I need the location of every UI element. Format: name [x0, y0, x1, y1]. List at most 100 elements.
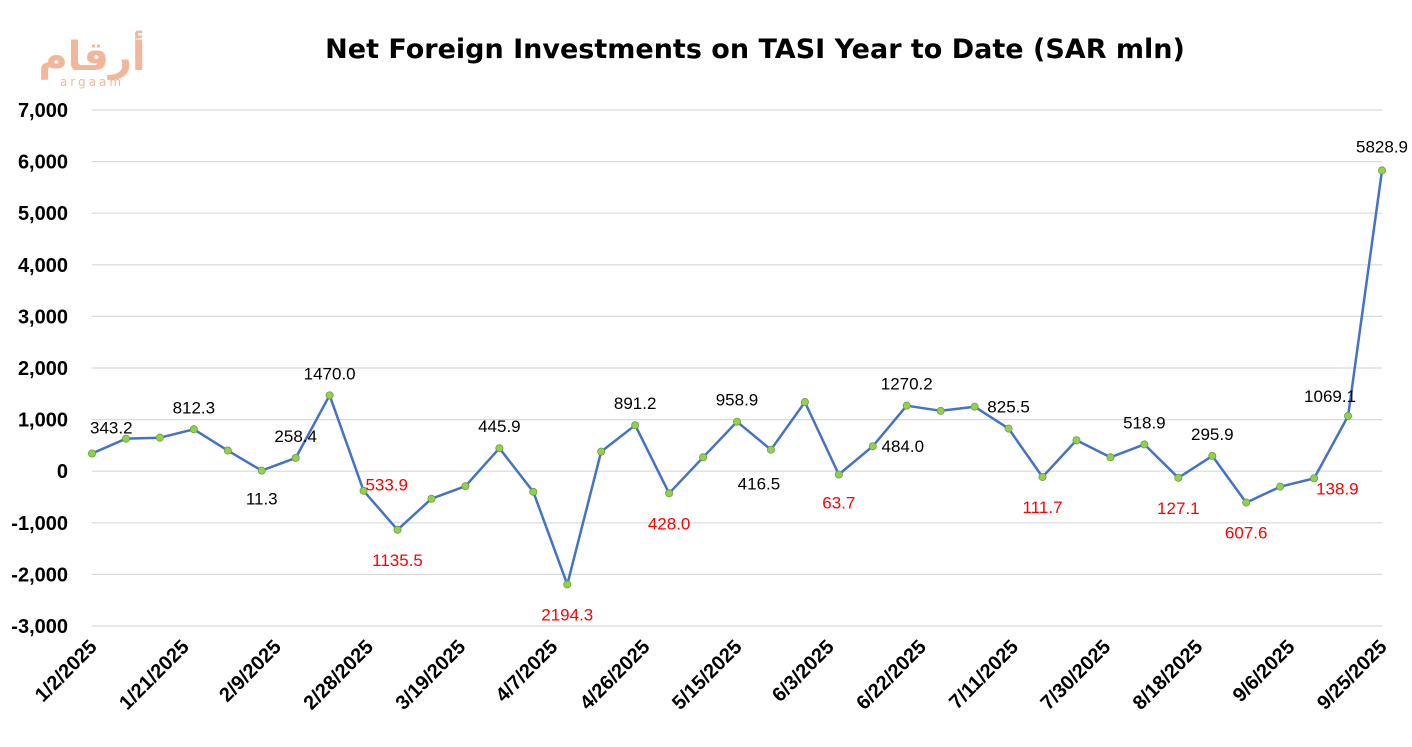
x-tick-label: 6/22/2025 [852, 636, 930, 714]
y-tick-label: -2,000 [11, 564, 68, 586]
data-point [665, 489, 674, 498]
data-label: 343.2 [90, 418, 133, 437]
x-tick-label: 5/15/2025 [668, 636, 746, 714]
data-label: 445.9 [478, 417, 521, 436]
y-tick-label: 7,000 [18, 100, 68, 122]
data-point [1004, 424, 1013, 433]
chart-title: Net Foreign Investments on TASI Year to … [325, 34, 1185, 65]
data-label: 533.9 [365, 476, 408, 495]
data-point [902, 401, 911, 410]
argaam-logo: أرقام argaam [38, 30, 145, 89]
data-point [563, 580, 572, 589]
data-label: 958.9 [716, 391, 759, 410]
data-point [766, 445, 775, 454]
data-label: 1470.0 [304, 364, 356, 383]
data-label: 416.5 [738, 475, 781, 494]
x-tick-label: 9/25/2025 [1313, 636, 1391, 714]
data-label: 1135.5 [372, 551, 423, 570]
data-label: 812.3 [173, 398, 216, 417]
data-label: 295.9 [1191, 425, 1234, 444]
data-label: 1069.1 [1304, 387, 1356, 406]
data-point [359, 486, 368, 495]
data-labels: 343.2 812.3 11.3 258.4 1470.0 1135.5 533.9 445.… [90, 137, 1408, 624]
data-point [597, 447, 606, 456]
data-point [155, 433, 164, 442]
data-point [1242, 498, 1251, 507]
x-tick-label: 2/9/2025 [215, 636, 286, 707]
data-point [1106, 453, 1115, 462]
data-point [529, 487, 538, 496]
y-tick-label: 6,000 [18, 152, 68, 174]
x-axis-ticks: 1/2/2025 1/21/2025 2/9/2025 2/28/2025 3/19/2… [31, 636, 1392, 714]
y-tick-label: 0 [57, 461, 68, 483]
y-tick-label: 3,000 [18, 306, 68, 328]
data-label: 2194.3 [541, 605, 593, 624]
data-point [936, 406, 945, 415]
logo-arabic-text: أرقام [38, 30, 145, 80]
data-label: 127.1 [1157, 499, 1200, 518]
data-point [631, 421, 640, 430]
data-point [1174, 473, 1183, 482]
data-point [88, 449, 97, 458]
y-tick-label: 4,000 [18, 255, 68, 277]
data-label: 891.2 [614, 394, 657, 413]
data-point [1310, 474, 1319, 483]
y-tick-label: 1,000 [18, 410, 68, 432]
data-point [291, 453, 300, 462]
x-tick-label: 1/2/2025 [31, 636, 102, 707]
data-label: 111.7 [1023, 498, 1063, 517]
x-tick-label: 4/26/2025 [576, 636, 654, 714]
data-point [868, 442, 877, 451]
data-label: 5828.9 [1356, 137, 1408, 156]
data-label: 607.6 [1225, 524, 1268, 543]
y-tick-label: 2,000 [18, 358, 68, 380]
data-point [393, 525, 402, 534]
data-point [189, 425, 198, 434]
data-point [1038, 472, 1047, 481]
data-label: 825.5 [987, 398, 1030, 417]
x-tick-label: 1/21/2025 [115, 636, 193, 714]
data-label: 258.4 [274, 427, 317, 446]
data-label: 428.0 [648, 514, 691, 533]
data-point [733, 417, 742, 426]
data-point [325, 391, 334, 400]
data-point [223, 446, 232, 455]
data-point [1344, 412, 1353, 421]
data-point [461, 482, 470, 491]
data-point [699, 453, 708, 462]
data-point [970, 402, 979, 411]
x-tick-label: 9/6/2025 [1229, 636, 1300, 707]
logo-latin-text: argaam [60, 75, 124, 89]
y-tick-label: -1,000 [11, 513, 68, 535]
data-label: 63.7 [822, 493, 855, 512]
x-tick-label: 3/19/2025 [392, 636, 470, 714]
series-markers [88, 166, 1387, 589]
data-point [121, 434, 130, 443]
gridlines [92, 109, 1382, 627]
data-label: 518.9 [1123, 413, 1166, 432]
data-point [1276, 482, 1285, 491]
data-label: 138.9 [1316, 479, 1359, 498]
data-label: 484.0 [882, 437, 925, 456]
x-tick-label: 8/18/2025 [1129, 636, 1207, 714]
data-point [1208, 451, 1217, 460]
data-point [427, 494, 436, 503]
y-axis-ticks: 7,000 6,000 5,000 4,000 3,000 2,000 1,000 0 -1,0… [11, 100, 68, 638]
x-tick-label: 7/30/2025 [1037, 636, 1115, 714]
data-point [834, 470, 843, 479]
data-point [1140, 440, 1149, 449]
x-tick-label: 7/11/2025 [945, 636, 1023, 714]
data-point [495, 444, 504, 453]
data-label: 1270.2 [881, 375, 933, 394]
data-point [1072, 436, 1081, 445]
y-tick-label: -3,000 [11, 616, 68, 638]
data-label: 11.3 [246, 490, 278, 509]
x-tick-label: 2/28/2025 [299, 636, 377, 714]
x-tick-label: 4/7/2025 [492, 636, 563, 707]
data-point [800, 398, 809, 407]
y-tick-label: 5,000 [18, 203, 68, 225]
data-point [1378, 166, 1387, 175]
data-point [257, 466, 266, 475]
x-tick-label: 6/3/2025 [768, 636, 839, 707]
